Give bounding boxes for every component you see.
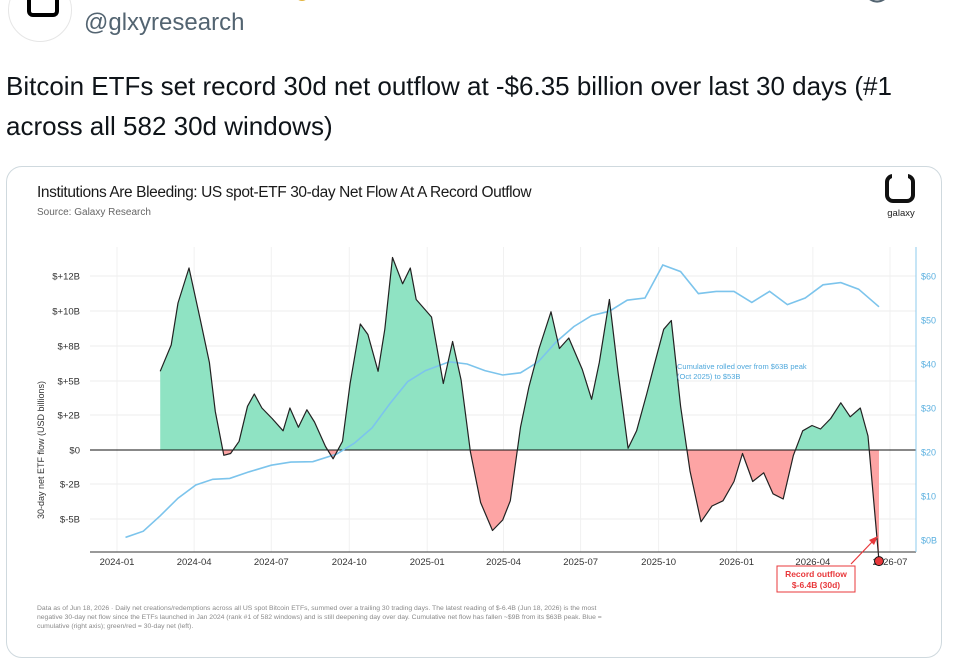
right-tick-label: $40 [921,360,936,370]
chart: $+12B $+10B $+8B $+5B $+2B $0 $-2B $-5B $60 $50 $4… [36,171,937,630]
y-tick-label: $+12B [52,272,80,283]
y-tick-label: $+8B [58,342,80,353]
outflow-area [160,450,879,562]
verified-badge-icon [298,0,306,1]
record-outflow-marker [873,556,884,567]
annotation-record-outflow: Record outflow $-6.4B (30d) [776,536,878,593]
tweet-header: @glxyresearch [0,0,958,60]
x-tick-label: 2025-10 [641,557,676,568]
annotation-line-2: (Oct 2025) to $53B [677,372,740,381]
annotation-arrow [850,540,874,565]
footnote: Data as of Jun 18, 2026 · Daily net crea… [37,605,602,630]
annotation-box [776,565,856,593]
x-tick-label: 2025-01 [410,557,445,568]
right-tick-label: $0B [921,536,937,546]
x-tick-label: 2024-01 [100,557,135,568]
x-tick-label: 2024-04 [177,557,212,568]
x-tick-label: 2025-04 [486,557,521,568]
y-tick-label: $+5B [58,377,80,388]
chart-title: Institutions Are Bleeding: US spot-ETF 3… [37,184,532,201]
y-tick-label: $-2B [60,480,80,491]
y-tick-label: $+10B [52,307,80,318]
y-tick-label: $+2B [58,411,80,422]
annotation-line-1: Cumulative rolled over from $63B peak [677,362,807,371]
galaxy-logo-icon [885,171,915,203]
tweet-text: Bitcoin ETFs set record 30d net outflow … [6,71,892,141]
logo-text: galaxy [887,208,915,219]
avatar[interactable] [8,0,72,42]
markers [873,556,884,567]
series-lines [90,256,916,562]
x-tick-label: 2026-01 [719,557,754,568]
y-tick-label: $-5B [60,515,80,526]
arrow-head-icon [869,536,878,545]
right-tick-label: $30 [921,404,936,414]
galaxy-logo-icon [27,0,59,17]
footnote-line-3: cumulative (right axis); green/red = 30-… [37,623,193,630]
record-outflow-value: $-6.4B (30d) [792,580,840,590]
x-tick-label: 2024-07 [254,557,289,568]
user-handle[interactable]: @glxyresearch [84,9,245,36]
flow-line [159,256,880,562]
chart-subtitle: Source: Galaxy Research [37,207,151,218]
right-tick-label: $50 [921,316,936,326]
x-tick-label: 2026-07 [873,557,908,568]
grok-icon[interactable] [862,0,890,6]
right-tick-label: $10 [921,492,936,502]
right-tick-label: $20 [921,448,936,458]
footnote-line-1: Data as of Jun 18, 2026 · Daily net crea… [37,605,597,612]
x-tick-label: 2024-10 [332,557,367,568]
record-outflow-label: Record outflow [785,569,847,579]
y-axis-label: 30-day net ETF flow (USD billions) [36,381,46,519]
x-tick-label: 2026-04 [795,557,830,568]
y-tick-label: $0 [69,446,80,457]
right-tick-label: $60 [921,272,936,282]
axis-ticks: $+12B $+10B $+8B $+5B $+2B $0 $-2B $-5B $60 $50 $4… [52,272,937,569]
chart-card[interactable]: $+12B $+10B $+8B $+5B $+2B $0 $-2B $-5B $60 $50 $4… [6,166,942,658]
flow-areas [160,257,879,562]
cumulative-line [125,264,880,539]
x-tick-label: 2025-07 [563,557,598,568]
inflow-area [160,257,879,450]
footnote-line-2: negative 30-day net flow since the ETFs … [37,614,602,621]
annotation-cumulative: Cumulative rolled over from $63B peak (O… [677,362,807,381]
